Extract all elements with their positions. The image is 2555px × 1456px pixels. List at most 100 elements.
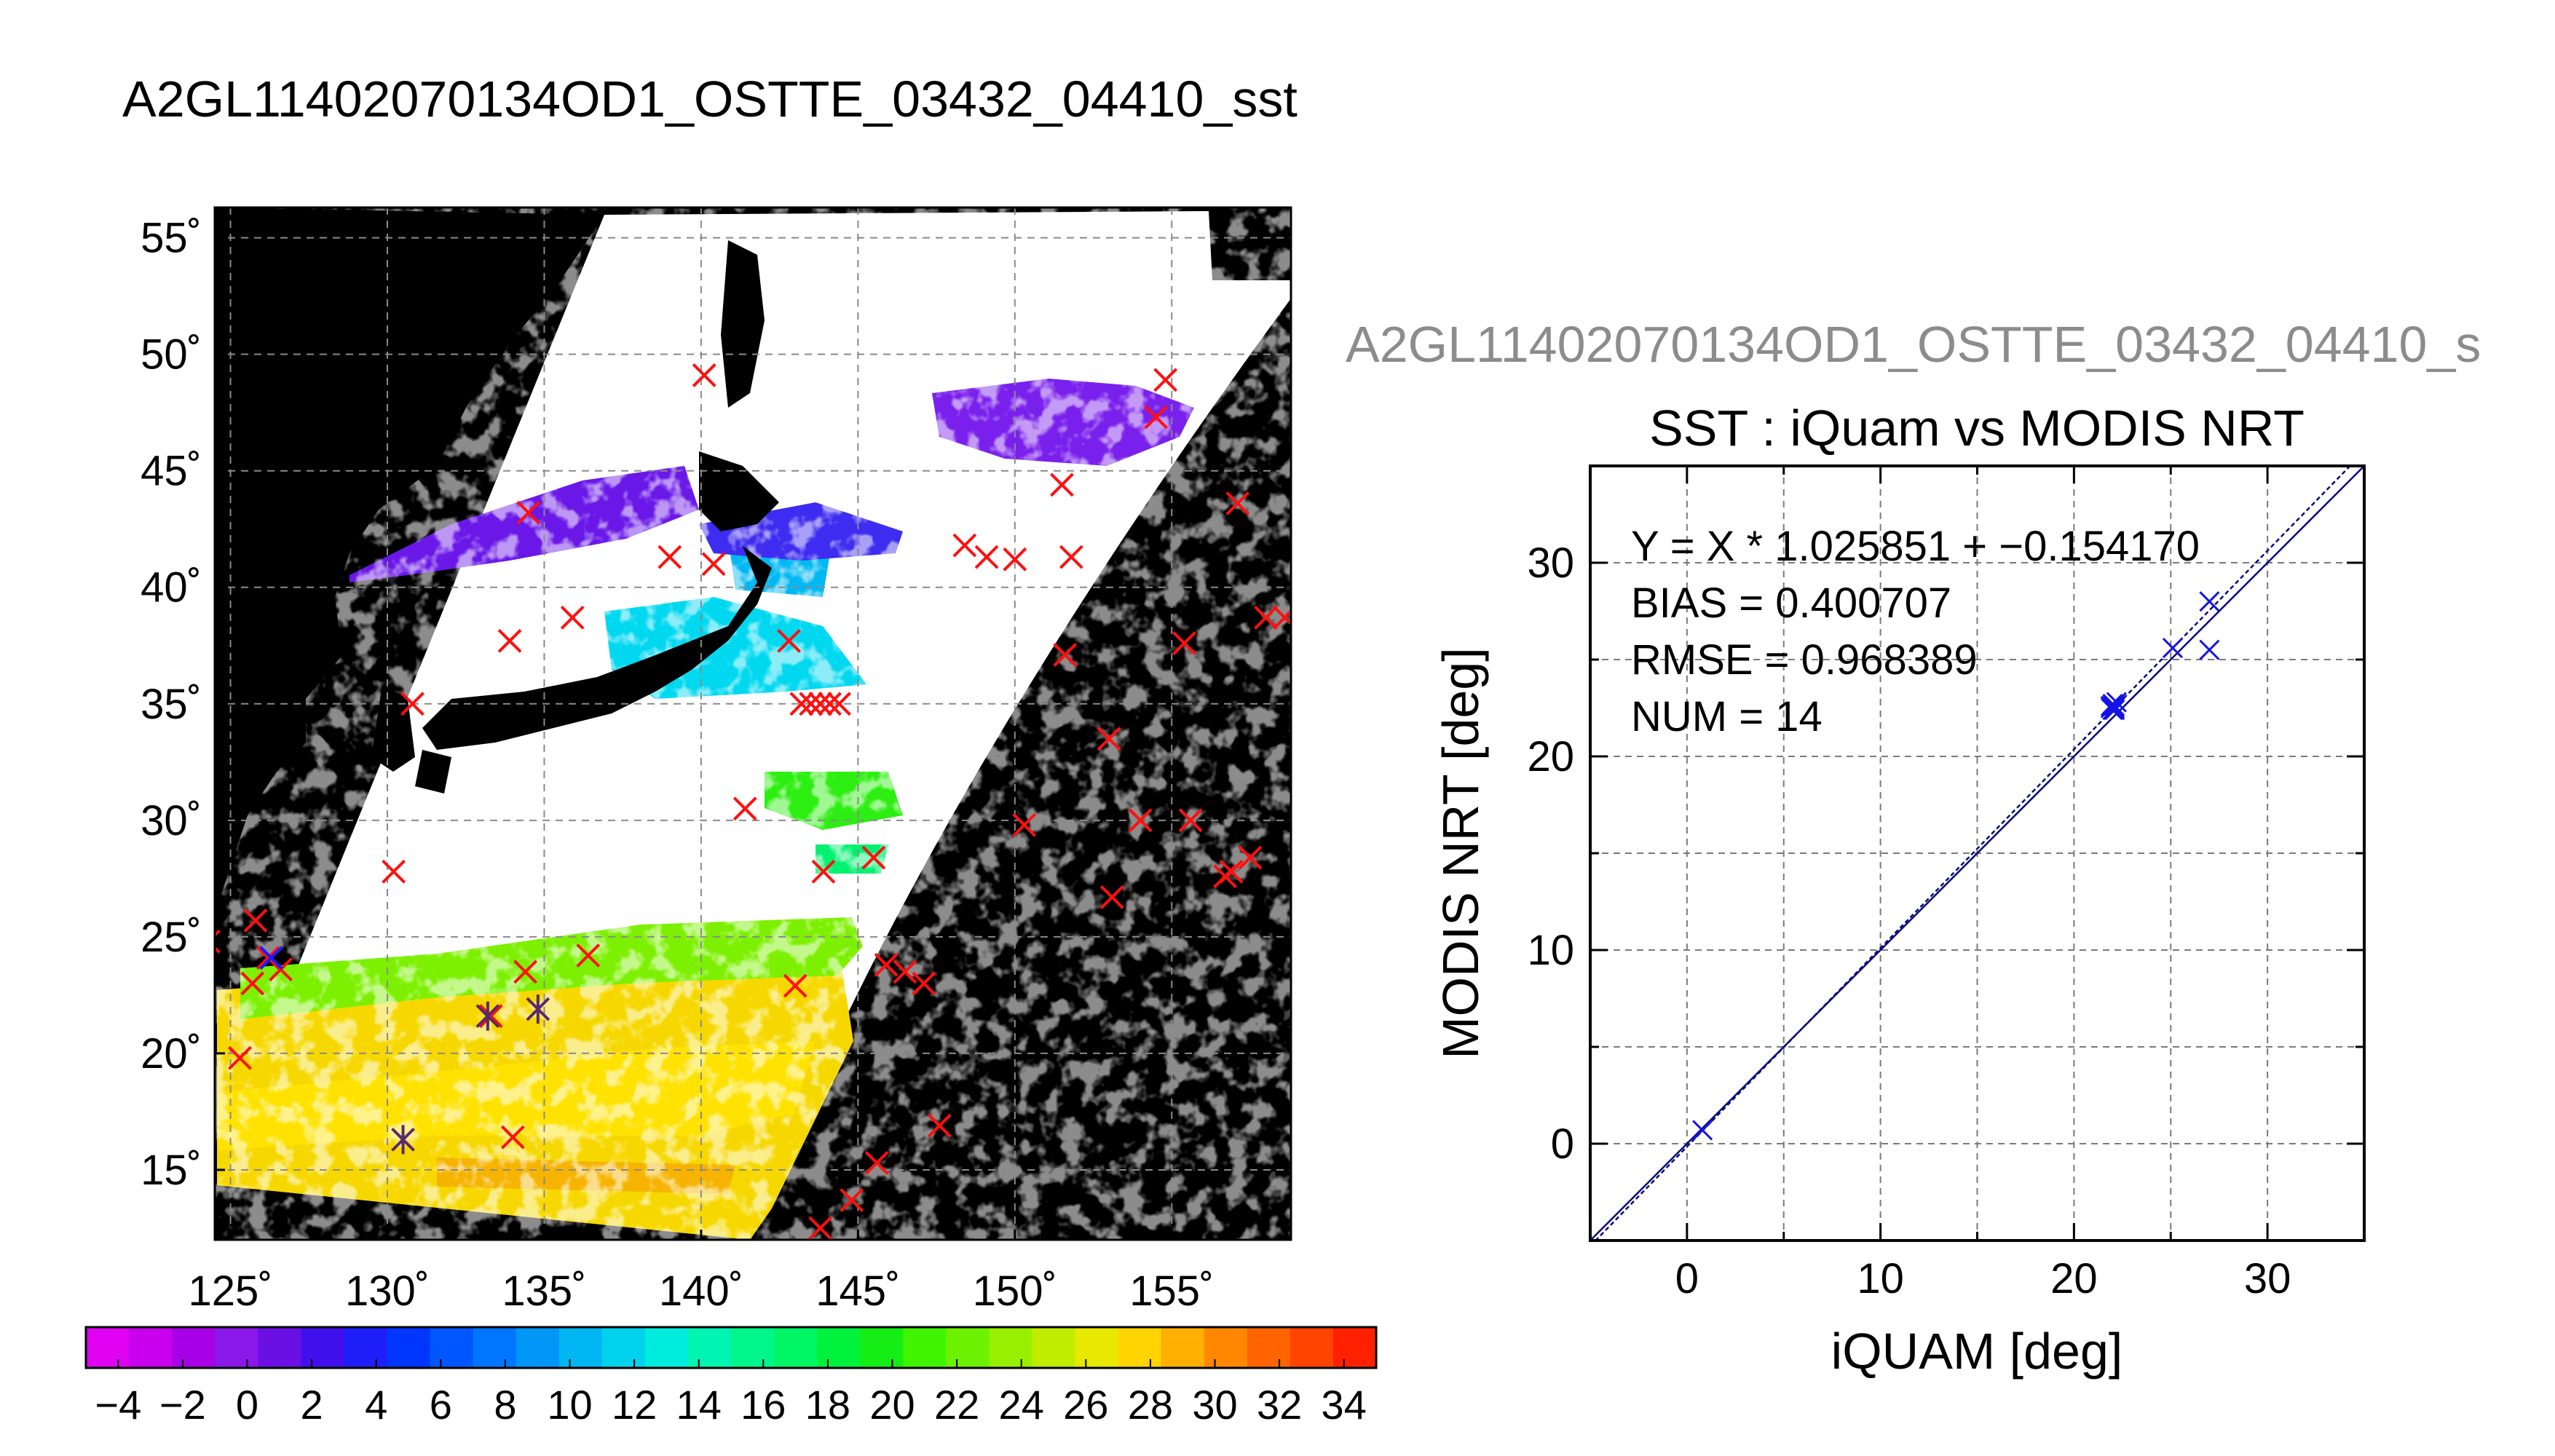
- map-plot: 125˚ 130˚ 135˚ 140˚ 145˚ 150˚ 155˚ 55˚ 50˚ 45˚ 40˚…: [141, 206, 1292, 1315]
- cross-stroke-b: [256, 946, 280, 970]
- colorbar-cell: [989, 1327, 1033, 1368]
- colorbar-cell: [129, 1327, 173, 1368]
- cross-stroke-b: [1097, 727, 1121, 751]
- cross-stroke-b: [783, 973, 807, 998]
- cross-stroke-b: [500, 1125, 525, 1150]
- cross-stroke-b: [1225, 491, 1250, 515]
- map-marker-blue: [259, 946, 283, 970]
- colorbar-cell: [86, 1327, 130, 1368]
- cross-stroke-b: [1238, 845, 1263, 870]
- map-marker-red: [811, 859, 836, 884]
- colorbar-label: 26: [1063, 1382, 1108, 1428]
- map-marker-red: [400, 692, 424, 716]
- colorbar-label: 10: [547, 1382, 592, 1428]
- map-marker-red: [1225, 491, 1250, 515]
- map-marker-red: [808, 1216, 833, 1240]
- cross-stroke-b: [1144, 405, 1169, 430]
- cross-stroke-b: [2162, 637, 2183, 659]
- scatter-y-tick-label: 30: [1527, 539, 1574, 587]
- colorbar-cell: [387, 1327, 431, 1368]
- colorbar-cell: [1290, 1327, 1334, 1368]
- map-lat-label: 20˚: [141, 1030, 202, 1077]
- map-lon-label: 145˚: [816, 1267, 900, 1315]
- cross-stroke-b: [400, 692, 424, 716]
- cross-stroke-b: [576, 943, 601, 968]
- colorbar-cell: [903, 1327, 947, 1368]
- colorbar-cell: [860, 1327, 904, 1368]
- cross-stroke-b: [1050, 472, 1074, 497]
- colorbar-cell: [558, 1327, 603, 1368]
- colorbar-labels: −4 −2 0 2 4 6 8 10 12 14 16 18 20 22 24 26 28 30 32 34: [95, 1359, 1367, 1428]
- cross-stroke-b: [516, 500, 541, 525]
- cross-stroke-b: [1219, 859, 1244, 884]
- colorbar-cell: [1118, 1327, 1162, 1368]
- colorbar-label: 20: [869, 1382, 915, 1428]
- colorbar-cell: [774, 1327, 818, 1368]
- scatter-point: [2102, 695, 2123, 716]
- map-marker-red: [1153, 368, 1178, 392]
- colorbar: −4 −2 0 2 4 6 8 10 12 14 16 18 20 22 24 26 28 30 32 34: [84, 1326, 1378, 1428]
- scatter-x-tick-label: 0: [1675, 1255, 1699, 1302]
- cross-stroke-b: [269, 957, 293, 982]
- cross-stroke-b: [864, 1150, 889, 1175]
- colorbar-cell: [1247, 1327, 1291, 1368]
- map-marker-red: [269, 957, 293, 982]
- cross-stroke-b: [240, 971, 265, 996]
- map-lat-label: 50˚: [141, 331, 202, 379]
- cross-stroke-b: [1128, 808, 1153, 833]
- stats-bias: BIAS = 0.400707: [1631, 579, 1951, 627]
- map-marker-red: [228, 1045, 252, 1070]
- colorbar-label: −2: [159, 1382, 206, 1428]
- colorbar-label: 2: [301, 1382, 323, 1428]
- scatter-point: [2104, 700, 2125, 721]
- stats-num: NUM = 14: [1631, 693, 1823, 740]
- map-marker-red: [893, 960, 917, 984]
- stats-fit: Y = X * 1.025851 + −0.154170: [1631, 523, 2200, 570]
- map-marker-red: [1012, 812, 1037, 837]
- cross-stroke-b: [811, 859, 836, 884]
- colorbar-label: 16: [741, 1382, 786, 1428]
- map-marker-asterisk: [391, 1125, 415, 1155]
- colorbar-label: 22: [934, 1382, 979, 1428]
- scatter-x-label: iQUAM [deg]: [1831, 1323, 2123, 1380]
- scatter-plot: 0 10 20 30 0 10 20 30 Y = X * 1.025851 + −0.154…: [1527, 464, 2366, 1302]
- cross-stroke-b: [874, 952, 899, 977]
- cross-stroke-b: [2102, 694, 2123, 715]
- scatter-title: SST : iQuam vs MODIS NRT: [1649, 400, 2305, 456]
- scatter-x-tick-label: 10: [1857, 1255, 1904, 1302]
- map-marker-red: [1144, 405, 1169, 430]
- colorbar-label: 6: [430, 1382, 452, 1428]
- colorbar-label: 8: [494, 1382, 516, 1428]
- cross-stroke-b: [382, 859, 406, 884]
- colorbar-label: −4: [95, 1382, 141, 1428]
- colorbar-cell: [601, 1327, 646, 1368]
- map-marker-asterisk: [526, 994, 550, 1024]
- colorbar-cell: [817, 1327, 861, 1368]
- map-lat-label: 45˚: [141, 448, 202, 495]
- colorbar-label: 18: [805, 1382, 850, 1428]
- map-marker-red: [1003, 547, 1027, 571]
- colorbar-cell: [1075, 1327, 1119, 1368]
- colorbar-cell: [1332, 1327, 1377, 1368]
- colorbar-cell: [1032, 1327, 1076, 1368]
- map-marker-red: [974, 545, 999, 569]
- map-marker-red: [732, 796, 757, 821]
- map-lat-label: 15˚: [141, 1147, 202, 1194]
- map-marker-red: [1059, 545, 1083, 569]
- map-marker-red: [1099, 885, 1124, 909]
- map-axis-ticks: 125˚ 130˚ 135˚ 140˚ 145˚ 150˚ 155˚ 55˚ 50˚ 45˚ 40˚…: [141, 215, 1214, 1315]
- map-marker-asterisk: [475, 1001, 500, 1031]
- map-marker-red: [1172, 631, 1196, 655]
- scatter-point: [2199, 591, 2220, 612]
- cross-stroke-b: [861, 845, 886, 870]
- map-marker-red: [1050, 472, 1074, 497]
- cross-stroke-b: [497, 628, 522, 653]
- map-marker-red: [478, 1004, 503, 1029]
- scatter-stats: Y = X * 1.025851 + −0.154170 BIAS = 0.40…: [1631, 523, 2200, 740]
- map-marker-red: [861, 845, 886, 870]
- colorbar-cell: [516, 1327, 560, 1368]
- map-marker-red: [576, 943, 601, 968]
- map-marker-red: [657, 545, 682, 569]
- cross-stroke-b: [893, 960, 917, 984]
